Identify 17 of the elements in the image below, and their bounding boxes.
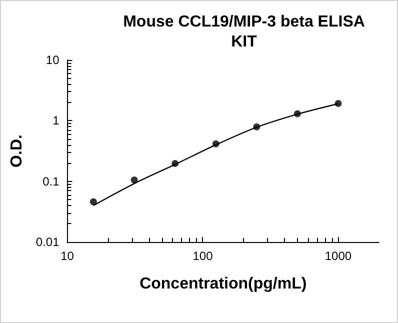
point [334,100,342,107]
x-tick-label: 1000 [324,249,352,263]
x-tick-label: 100 [192,249,214,263]
point [130,176,138,184]
y-tick-label: 0.01 [36,235,60,249]
chart-title: Mouse CCL19/MIP-3 beta ELISA KIT [123,14,366,50]
point [212,140,220,148]
point [253,123,260,130]
y-axis-title: O.D. [8,134,26,168]
point [90,198,97,206]
point [294,110,301,118]
y-tick-label: 1 [52,114,60,128]
y-tick-label: 10 [46,53,60,67]
x-axis-title: Concentration(pg/mL) [140,276,307,292]
y-tick-label: 0.1 [42,174,60,188]
x-tick-label: 10 [60,249,74,263]
point [172,160,179,167]
